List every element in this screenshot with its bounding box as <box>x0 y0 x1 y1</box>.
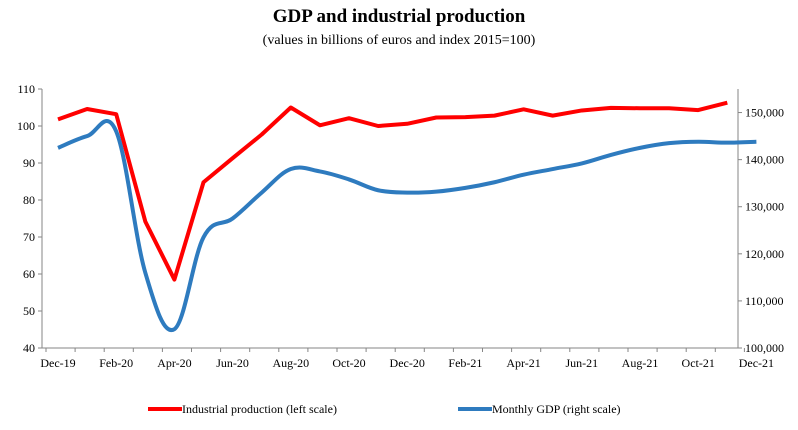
legend-label: Monthly GDP (right scale) <box>492 402 621 416</box>
x-tick-label: Oct-21 <box>682 356 715 370</box>
left-tick-label: 90 <box>23 156 35 170</box>
right-tick-label: 130,000 <box>745 200 784 214</box>
x-tick-label: Feb-20 <box>99 356 133 370</box>
x-tick-label: Dec-21 <box>739 356 774 370</box>
right-tick-label: 110,000 <box>745 294 784 308</box>
x-tick-label: Oct-20 <box>332 356 365 370</box>
x-tick-label: Apr-20 <box>157 356 191 370</box>
x-tick-label: Jun-20 <box>216 356 249 370</box>
left-tick-label: 100 <box>17 119 35 133</box>
right-tick-label: 100,000 <box>745 341 784 355</box>
left-tick-label: 40 <box>23 341 35 355</box>
left-tick-label: 110 <box>17 82 35 96</box>
left-tick-label: 80 <box>23 193 35 207</box>
x-tick-label: Aug-21 <box>622 356 659 370</box>
x-tick-label: Feb-21 <box>448 356 482 370</box>
left-tick-label: 70 <box>23 230 35 244</box>
x-tick-label: Apr-21 <box>506 356 540 370</box>
monthly-gdp-line <box>57 119 757 333</box>
chart-title: GDP and industrial production <box>272 6 526 27</box>
left-tick-label: 60 <box>23 267 35 281</box>
industrial-production-line <box>57 100 728 282</box>
x-tick-label: Dec-19 <box>40 356 75 370</box>
chart-subtitle: (values in billions of euros and index 2… <box>262 33 536 48</box>
right-tick-label: 140,000 <box>745 153 784 167</box>
legend-label: Industrial production (left scale) <box>182 402 337 416</box>
x-tick-label: Jun-21 <box>565 356 598 370</box>
left-tick-label: 50 <box>23 304 35 318</box>
x-tick-label: Aug-20 <box>272 356 309 370</box>
right-tick-label: 150,000 <box>745 106 784 120</box>
right-tick-label: 120,000 <box>745 247 784 261</box>
x-tick-label: Dec-20 <box>390 356 425 370</box>
